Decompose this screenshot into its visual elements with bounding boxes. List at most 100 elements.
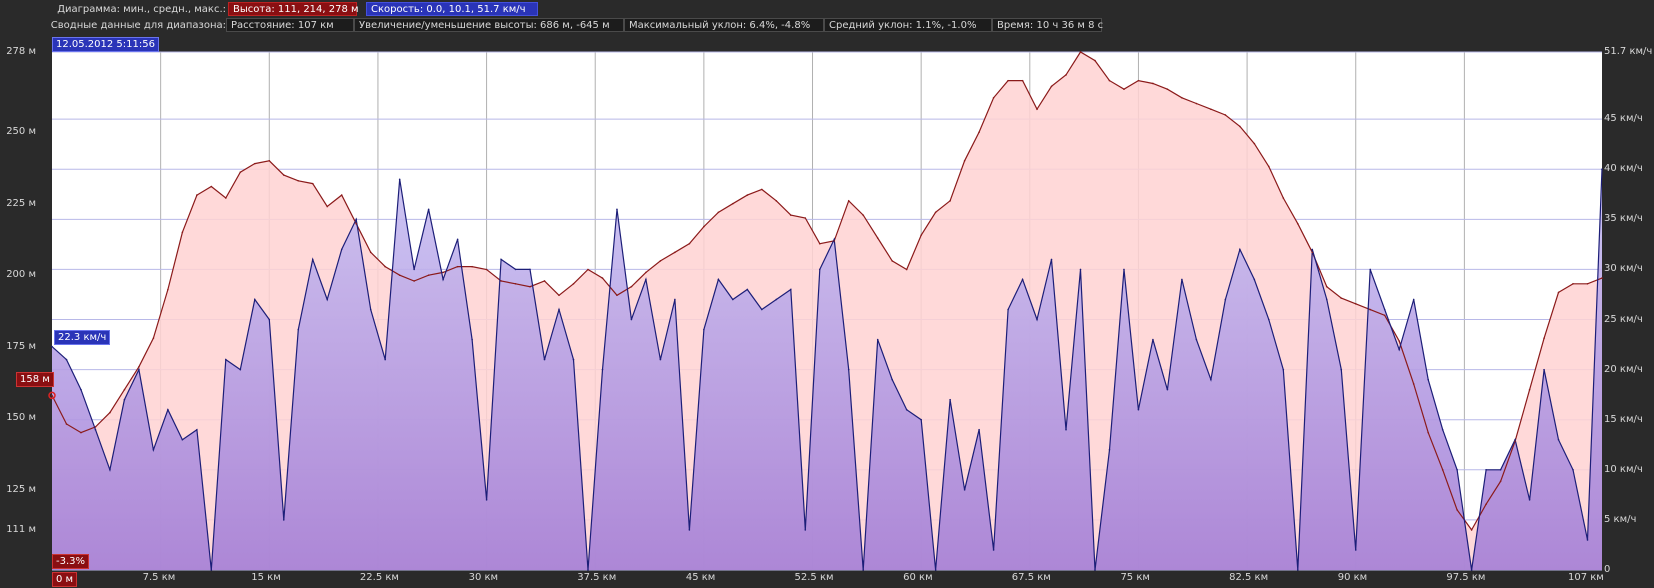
altitude-point (818, 242, 821, 245)
altitude-point (1282, 197, 1285, 199)
x-tick-label: 45 км (685, 572, 716, 583)
altitude-point (94, 426, 97, 428)
altitude-point (949, 200, 951, 202)
speed-point (732, 298, 734, 301)
altitude-point (572, 283, 575, 285)
elevation-cell: Увеличение/уменьшение высоты: 686 м, -64… (354, 18, 624, 32)
altitude-point (398, 274, 401, 277)
altitude-stats[interactable]: Высота: 111, 214, 278 м (228, 2, 359, 16)
right-tick-label: 10 км/ч (1604, 463, 1643, 475)
altitude-point (1543, 337, 1545, 339)
speed-point (1601, 168, 1603, 171)
altitude-point (326, 205, 329, 208)
speed-point (1572, 469, 1574, 471)
altitude-point (659, 260, 662, 262)
altitude-point (1354, 303, 1357, 305)
speed-stats[interactable]: Скорость: 0.0, 10.1, 51.7 км/ч (366, 2, 538, 16)
altitude-point (1441, 469, 1444, 471)
altitude-point (442, 271, 444, 274)
altitude-point (427, 274, 430, 277)
altitude-point (1123, 88, 1125, 91)
altitude-point (1195, 102, 1198, 105)
speed-point (1094, 569, 1096, 571)
speed-point (1470, 569, 1473, 571)
altitude-point (1601, 277, 1603, 279)
left-tick-label: 125 м (6, 483, 36, 495)
speed-point (804, 529, 807, 531)
speed-point (847, 368, 850, 371)
speed-point (558, 308, 560, 311)
start-distance-tag: 0 м (52, 572, 78, 587)
speed-point (225, 358, 227, 361)
speed-point (500, 258, 502, 261)
altitude-point (1036, 108, 1038, 111)
right-tick-label: 45 км/ч (1604, 113, 1643, 125)
speed-point (1210, 378, 1212, 381)
altitude-point (123, 388, 126, 391)
altitude-point (775, 200, 778, 202)
speed-point (717, 278, 720, 281)
altitude-point (282, 174, 285, 176)
speed-point (152, 448, 155, 451)
altitude-area (52, 52, 1602, 570)
speed-point (1528, 499, 1531, 501)
altitude-point (1369, 308, 1372, 311)
altitude-point (1137, 79, 1140, 82)
speed-point (355, 218, 358, 221)
speed-point (65, 358, 68, 361)
altitude-point (1152, 82, 1154, 85)
speed-point (1253, 278, 1256, 281)
speed-point (1195, 338, 1198, 341)
altitude-point (1325, 285, 1328, 288)
speed-point (1065, 428, 1067, 431)
speed-point (572, 358, 575, 361)
altitude-point (1383, 314, 1386, 317)
altitude-point (167, 288, 169, 291)
left-tick-label: 111 м (6, 523, 36, 535)
altitude-point (297, 179, 300, 182)
speed-point (1427, 378, 1429, 381)
speed-area (52, 169, 1602, 570)
altitude-point (80, 431, 82, 434)
altitude-point (1398, 340, 1400, 342)
altitude-point (1528, 388, 1531, 391)
speed-point (818, 268, 821, 271)
speed-point (94, 428, 97, 431)
speed-point (1412, 298, 1415, 301)
speed-point (688, 529, 691, 531)
altitude-point (181, 231, 184, 234)
x-tick-label: 60 км (903, 572, 933, 583)
altitude-point (225, 197, 227, 199)
speed-point (891, 378, 893, 381)
speed-point (978, 428, 980, 431)
speed-point (239, 368, 242, 371)
header-row-1: Диаграмма: мин., средн., макс.: Высота: … (0, 2, 1654, 17)
speed-point (1340, 368, 1343, 371)
x-tick-label: 90 км (1337, 572, 1368, 583)
altitude-point (920, 234, 922, 236)
altitude-point (384, 265, 386, 268)
altitude-point (1514, 440, 1516, 443)
speed-point (297, 328, 300, 331)
right-tick-label: 0 (1604, 564, 1611, 575)
x-tick-label: 67.5 км (1011, 572, 1051, 583)
speed-point (862, 569, 865, 571)
speed-point (1325, 298, 1328, 301)
right-tick-label: 25 км/ч (1604, 313, 1643, 325)
grade-cursor-tag: -3.3% (52, 554, 90, 569)
altitude-cursor-tag: 158 м (16, 372, 54, 387)
x-tick-label: 107 км (1568, 572, 1604, 583)
altitude-point (543, 280, 546, 282)
x-tick-label: 82.5 км (1229, 572, 1269, 583)
x-tick-label: 97.5 км (1446, 572, 1486, 583)
speed-point (905, 408, 908, 411)
speed-point (876, 338, 879, 341)
speed-point (485, 499, 488, 501)
altitude-point (601, 277, 604, 279)
speed-point (1354, 549, 1357, 551)
speed-point (109, 469, 111, 471)
altitude-point (51, 394, 53, 397)
altitude-point (1586, 283, 1589, 285)
speed-point (529, 268, 531, 271)
